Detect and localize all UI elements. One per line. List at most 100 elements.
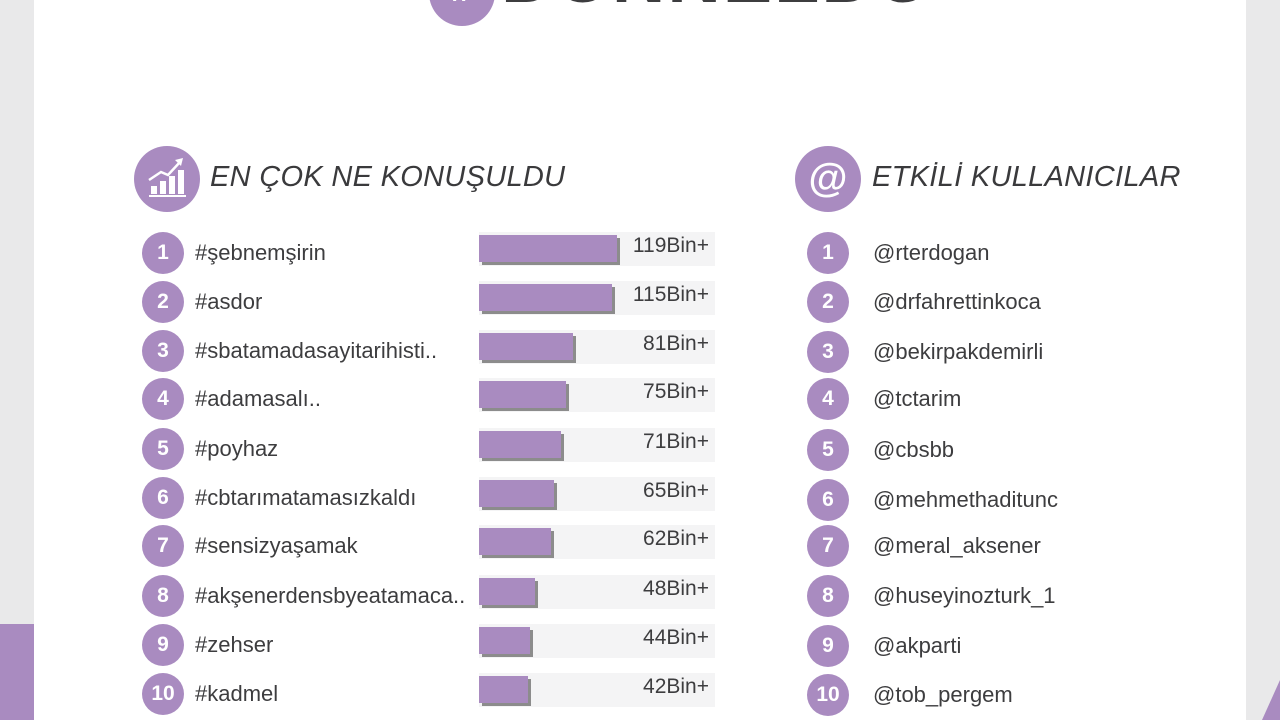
bar-track: 71Bin+ [479, 428, 715, 462]
rank-badge: 9 [807, 625, 849, 667]
rank-badge: 7 [142, 525, 184, 567]
rank-badge: 4 [807, 378, 849, 420]
user-row: 5 @cbsbb [807, 429, 1187, 471]
bar-track: 115Bin+ [479, 281, 715, 315]
hashtag-label: #adamasalı.. [195, 386, 321, 411]
section-title-users: ETKİLİ KULLANICILAR [872, 161, 1181, 193]
topic-row: 10 #kadmel 42Bin+ [142, 673, 732, 715]
username-label: @huseyinozturk_1 [873, 583, 1056, 608]
bar-fill [479, 381, 566, 408]
rank-badge: 3 [807, 331, 849, 373]
rank-badge: 8 [142, 575, 184, 617]
right-accent-corner [1262, 680, 1280, 720]
trending-chart-icon [134, 146, 200, 212]
bar-value: 75Bin+ [643, 380, 709, 403]
hashtag-label: #kadmel [195, 681, 279, 706]
hashtag-label: #zehser [195, 632, 274, 657]
bar-value: 119Bin+ [632, 234, 709, 257]
topic-row: 7 #sensizyaşamak 62Bin+ [142, 525, 732, 567]
rank-badge: 4 [142, 378, 184, 420]
hashtag-label: #cbtarımatamasızkaldı [195, 485, 417, 510]
rank-badge: 7 [807, 525, 849, 567]
bar-track: 48Bin+ [479, 575, 715, 609]
rank-badge: 5 [142, 428, 184, 470]
username-label: @bekirpakdemirli [873, 339, 1044, 364]
rank-badge: 8 [807, 575, 849, 617]
username-label: @mehmethaditunc [873, 487, 1058, 512]
infographic-card: # DÜNNELDU EN ÇOK NE KONUŞULDU 1 #şebnemş… [34, 0, 1246, 720]
username-label: @akparti [873, 633, 962, 658]
user-row: 6 @mehmethaditunc [807, 479, 1187, 521]
bar-value: 81Bin+ [643, 332, 709, 355]
user-row: 1 @rterdogan [807, 232, 1187, 274]
username-label: @rterdogan [873, 240, 990, 265]
rank-badge: 1 [807, 232, 849, 274]
rank-badge: 10 [142, 673, 184, 715]
bar-value: 65Bin+ [643, 479, 709, 502]
rank-badge: 1 [142, 232, 184, 274]
bar-track: 81Bin+ [479, 330, 715, 364]
trending-chart-svg [148, 158, 186, 197]
topic-row: 2 #asdor 115Bin+ [142, 281, 732, 323]
section-title-topics: EN ÇOK NE KONUŞULDU [210, 161, 566, 193]
bar-fill [479, 480, 554, 507]
username-label: @tob_pergem [873, 682, 1013, 707]
bar-track: 42Bin+ [479, 673, 715, 707]
hash-symbol: # [451, 0, 473, 10]
bar-track: 44Bin+ [479, 624, 715, 658]
page-title: DÜNNELDU [501, 0, 932, 19]
username-label: @cbsbb [873, 437, 955, 462]
bar-fill [479, 333, 573, 360]
bar-fill [479, 235, 617, 262]
bar-value: 42Bin+ [643, 675, 709, 698]
bar-value: 71Bin+ [643, 430, 709, 453]
user-row: 7 @meral_aksener [807, 525, 1187, 567]
rank-badge: 6 [807, 479, 849, 521]
topic-row: 1 #şebnemşirin 119Bin+ [142, 232, 732, 274]
bar-value: 44Bin+ [643, 626, 709, 649]
hashtag-label: #akşenerdensbyeatamaca.. [195, 583, 466, 608]
bar-track: 119Bin+ [479, 232, 715, 266]
bar-track: 75Bin+ [479, 378, 715, 412]
hashtag-label: #asdor [195, 289, 263, 314]
rank-badge: 9 [142, 624, 184, 666]
topic-row: 3 #sbatamadasayitarihisti.. 81Bin+ [142, 330, 732, 372]
hashtag-label: #sbatamadasayitarihisti.. [195, 338, 438, 363]
user-row: 4 @tctarim [807, 378, 1187, 420]
left-accent-strip [0, 624, 34, 720]
username-label: @tctarim [873, 386, 962, 411]
user-row: 9 @akparti [807, 625, 1187, 667]
rank-badge: 6 [142, 477, 184, 519]
hashtag-label: #sensizyaşamak [195, 533, 358, 558]
user-row: 3 @bekirpakdemirli [807, 331, 1187, 373]
rank-badge: 10 [807, 674, 849, 716]
topic-row: 8 #akşenerdensbyeatamaca.. 48Bin+ [142, 575, 732, 617]
rank-badge: 2 [807, 281, 849, 323]
bar-value: 48Bin+ [643, 577, 709, 600]
topic-row: 6 #cbtarımatamasızkaldı 65Bin+ [142, 477, 732, 519]
at-sign-icon: @ [795, 146, 861, 212]
bar-fill [479, 284, 612, 311]
bar-fill [479, 431, 561, 458]
topic-row: 9 #zehser 44Bin+ [142, 624, 732, 666]
username-label: @meral_aksener [873, 533, 1041, 558]
bar-value: 62Bin+ [643, 527, 709, 550]
bar-fill [479, 578, 535, 605]
topic-row: 4 #adamasalı.. 75Bin+ [142, 378, 732, 420]
bar-fill [479, 528, 551, 555]
bar-track: 62Bin+ [479, 525, 715, 559]
user-row: 2 @drfahrettinkoca [807, 281, 1187, 323]
hashtag-label: #poyhaz [195, 436, 279, 461]
bar-fill [479, 676, 528, 703]
username-label: @drfahrettinkoca [873, 289, 1041, 314]
user-row: 8 @huseyinozturk_1 [807, 575, 1187, 617]
rank-badge: 3 [142, 330, 184, 372]
at-glyph: @ [808, 156, 848, 200]
hashtag-icon: # [429, 0, 495, 26]
bar-fill [479, 627, 530, 654]
user-row: 10 @tob_pergem [807, 674, 1187, 716]
topic-row: 5 #poyhaz 71Bin+ [142, 428, 732, 470]
hashtag-label: #şebnemşirin [195, 240, 326, 265]
rank-badge: 5 [807, 429, 849, 471]
bar-track: 65Bin+ [479, 477, 715, 511]
